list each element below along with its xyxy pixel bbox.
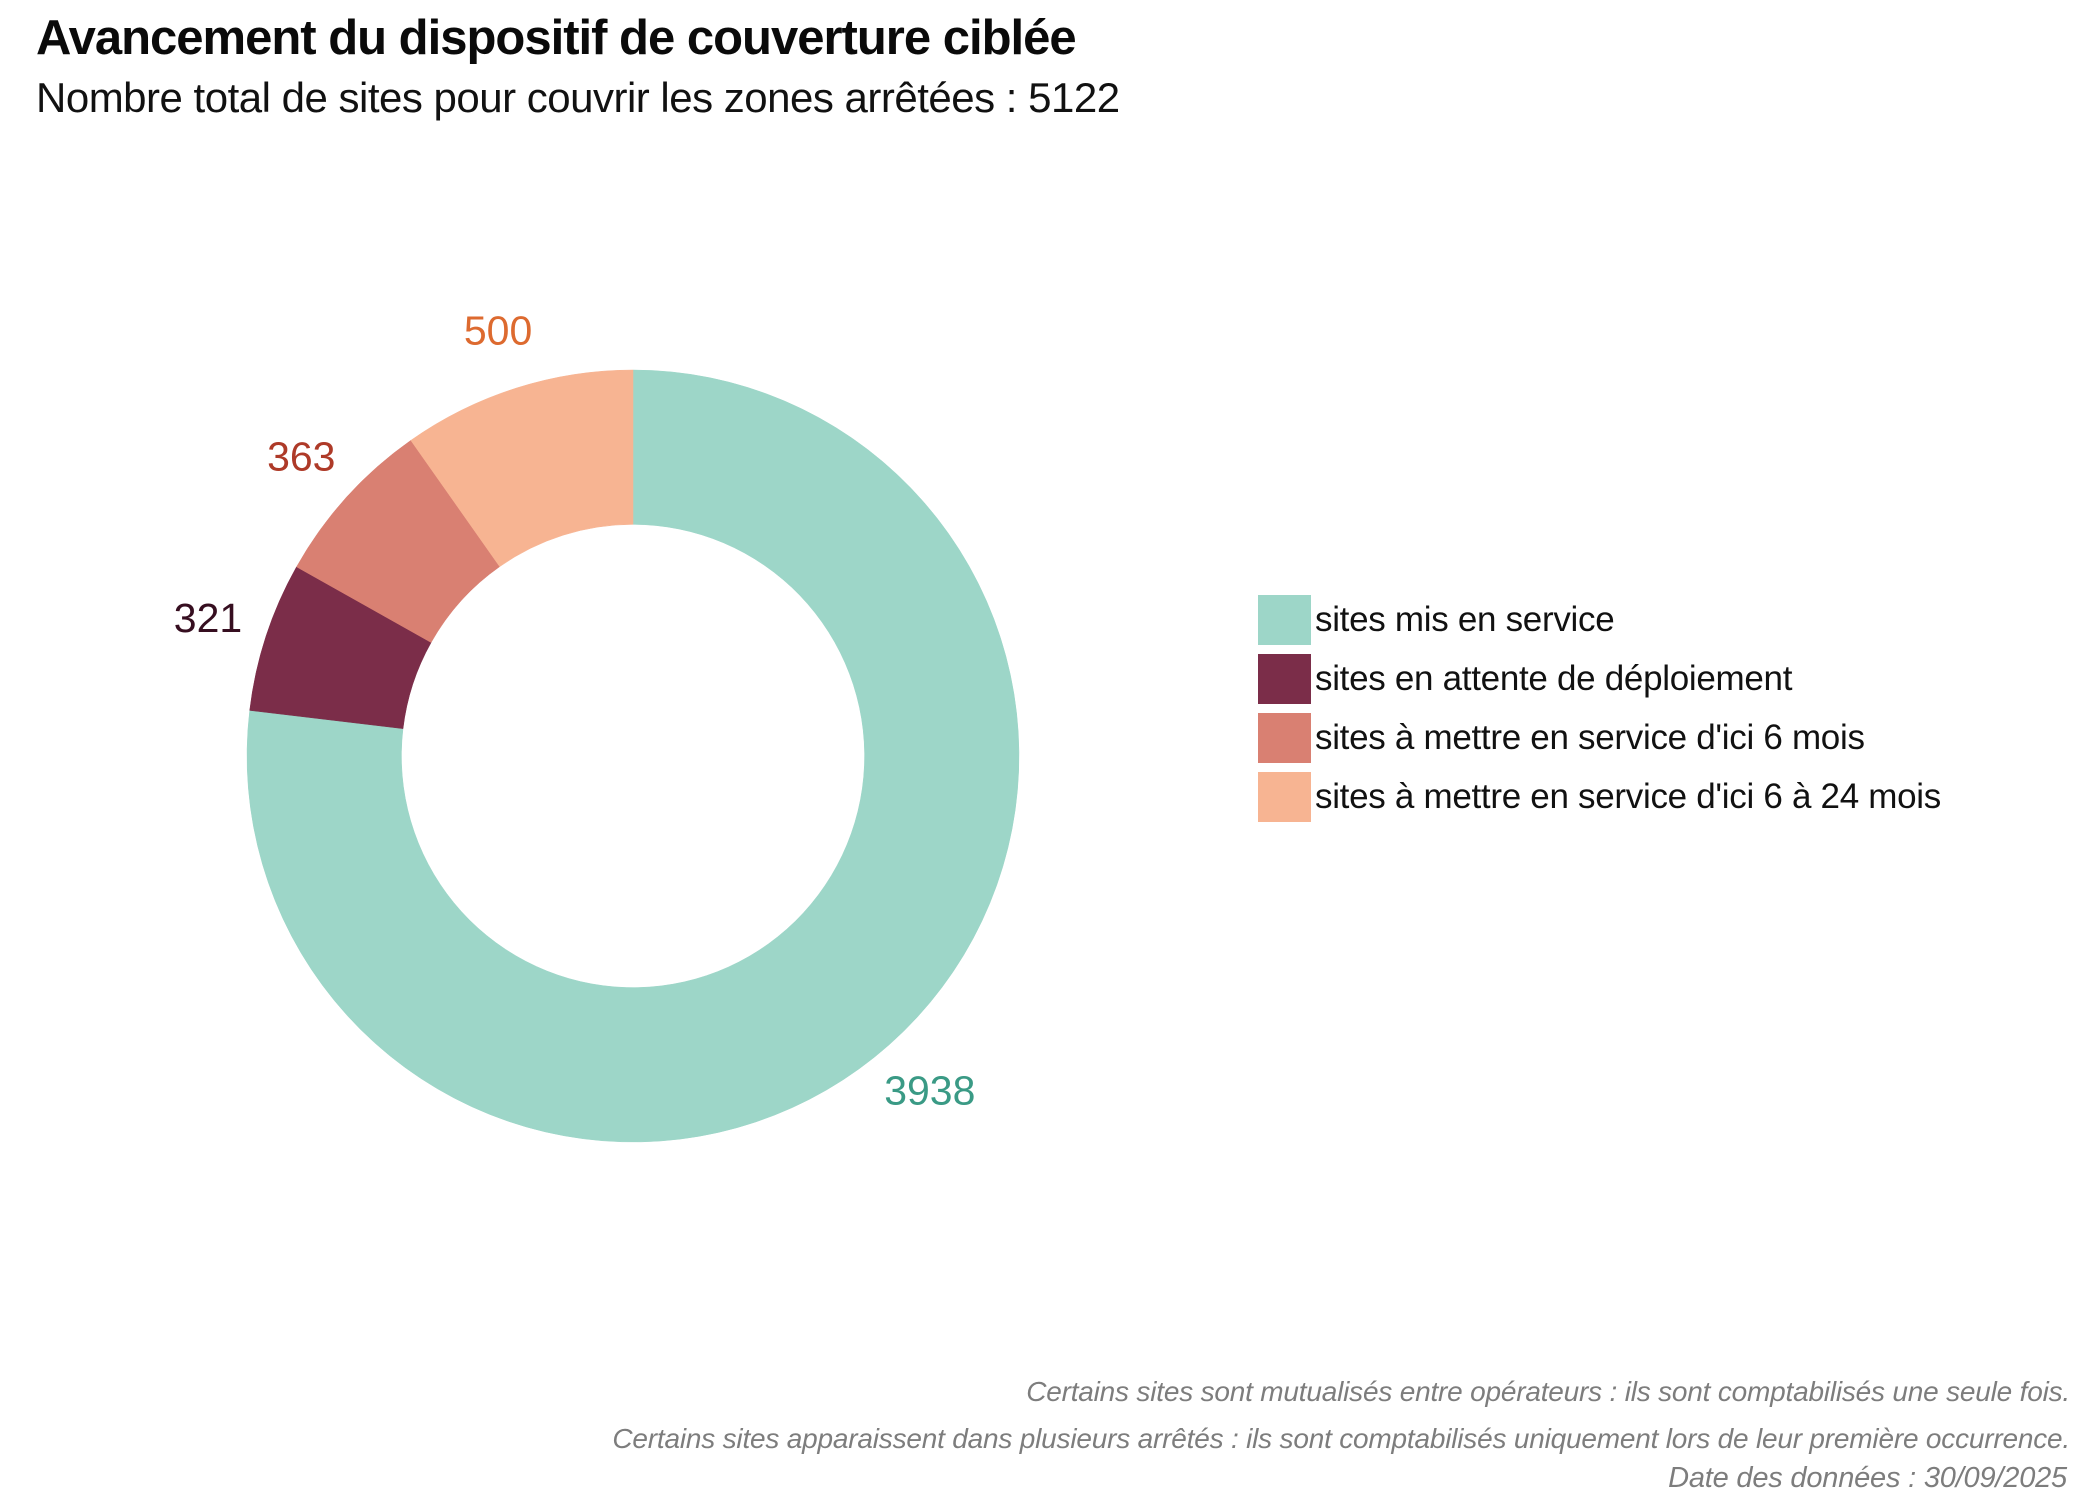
legend-item-mis-en-service[interactable]: sites mis en service bbox=[1258, 595, 1941, 645]
donut-segment-3[interactable] bbox=[410, 369, 634, 567]
footnotes: Certains sites sont mutualisés entre opé… bbox=[612, 1368, 2070, 1462]
segment-value-label-2: 363 bbox=[267, 434, 335, 480]
segment-value-label-0: 3938 bbox=[884, 1068, 975, 1114]
segment-value-label-3: 500 bbox=[464, 307, 532, 353]
legend-item-service-6-24-mois[interactable]: sites à mettre en service d'ici 6 à 24 m… bbox=[1258, 772, 1941, 822]
footnote-line-2: Certains sites apparaissent dans plusieu… bbox=[612, 1423, 2070, 1454]
legend-swatch-icon bbox=[1258, 654, 1311, 704]
segment-value-label-1: 321 bbox=[174, 595, 242, 641]
legend-label: sites à mettre en service d'ici 6 mois bbox=[1315, 718, 1865, 757]
legend-swatch-icon bbox=[1258, 713, 1311, 763]
page-title: Avancement du dispositif de couverture c… bbox=[36, 11, 1077, 65]
legend-swatch-icon bbox=[1258, 595, 1311, 645]
data-date: Date des données : 30/09/2025 bbox=[1668, 1462, 2067, 1494]
legend-item-attente-deploiement[interactable]: sites en attente de déploiement bbox=[1258, 654, 1941, 704]
legend-label: sites en attente de déploiement bbox=[1315, 659, 1793, 698]
donut-segment-0[interactable] bbox=[246, 369, 1020, 1143]
footnote-line-1: Certains sites sont mutualisés entre opé… bbox=[1026, 1376, 2070, 1407]
page-subtitle: Nombre total de sites pour couvrir les z… bbox=[36, 74, 1120, 121]
legend-item-service-6-mois[interactable]: sites à mettre en service d'ici 6 mois bbox=[1258, 713, 1941, 763]
chart-legend: sites mis en service sites en attente de… bbox=[1258, 595, 1941, 822]
legend-label: sites mis en service bbox=[1315, 600, 1615, 639]
legend-swatch-icon bbox=[1258, 772, 1311, 822]
legend-label: sites à mettre en service d'ici 6 à 24 m… bbox=[1315, 777, 1941, 816]
